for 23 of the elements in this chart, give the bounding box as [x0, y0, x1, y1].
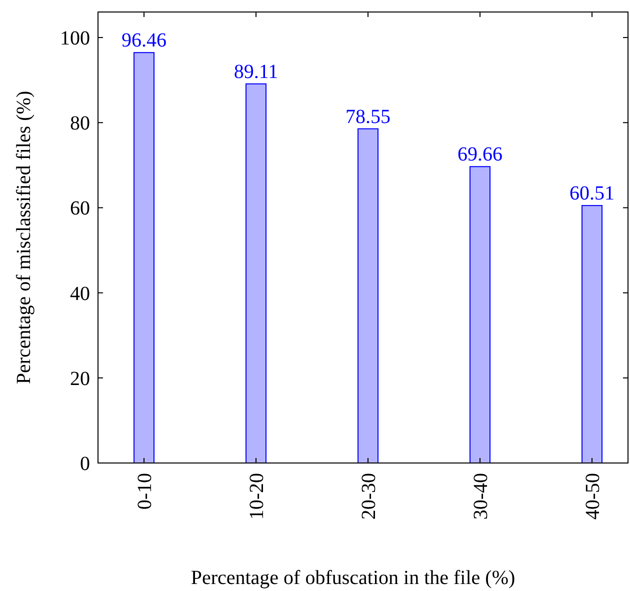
bar — [470, 166, 490, 464]
x-tick-label: 0-10 — [134, 473, 156, 510]
y-tick-label: 20 — [70, 368, 90, 390]
y-tick-label: 80 — [70, 112, 90, 135]
y-tick-label: 100 — [60, 28, 90, 50]
bar — [134, 52, 154, 464]
data-label: 78.55 — [346, 106, 390, 128]
data-label: 89.11 — [234, 60, 278, 83]
data-label: 96.46 — [122, 30, 166, 52]
x-axis-title: Percentage of obfuscation in the file (%) — [190, 567, 516, 589]
y-tick-label: 0 — [80, 453, 90, 475]
x-tick-label: 40-50 — [582, 473, 604, 520]
x-tick-label: 10-20 — [246, 473, 268, 520]
y-tick-label: 60 — [70, 198, 90, 220]
y-axis-title: Percentage of misclassified files (%) — [13, 90, 35, 384]
y-tick-label: 40 — [70, 282, 90, 305]
bar — [358, 128, 378, 464]
x-tick-label: 30-40 — [470, 473, 492, 520]
bar — [246, 83, 266, 464]
x-tick-label: 20-30 — [358, 473, 380, 520]
data-label: 60.51 — [570, 182, 614, 205]
data-label: 69.66 — [458, 144, 502, 166]
bar — [582, 205, 602, 464]
